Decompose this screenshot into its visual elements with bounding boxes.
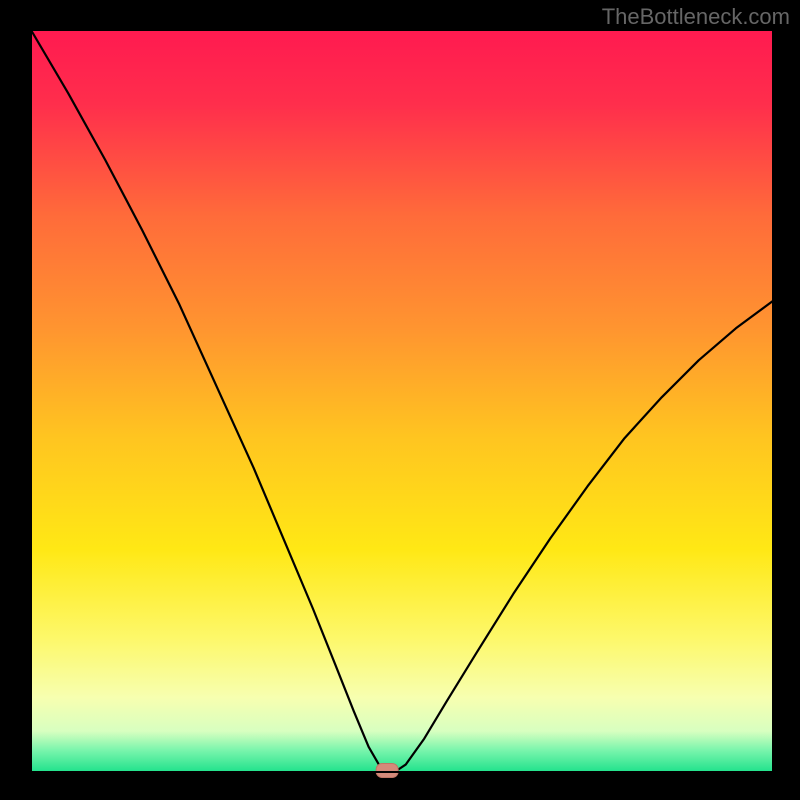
optimal-point-marker [376,764,398,778]
watermark-text: TheBottleneck.com [602,4,790,30]
bottleneck-chart [0,0,800,800]
plot-background [31,30,773,772]
